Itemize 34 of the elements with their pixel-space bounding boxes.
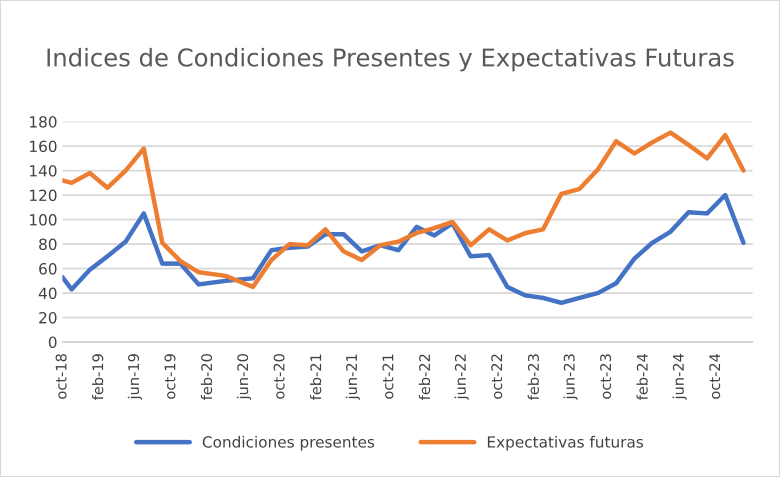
y-tick-label: 100 <box>30 214 57 226</box>
x-tick-label: jun-20 <box>236 354 252 400</box>
x-tick-label: oct-22 <box>491 354 502 399</box>
y-tick-label: 60 <box>39 263 57 275</box>
x-tick-label: oct-20 <box>274 354 285 399</box>
y-tick-label: 180 <box>30 116 57 128</box>
x-tick-label: feb-21 <box>310 354 322 400</box>
x-tick-label: feb-19 <box>92 354 104 400</box>
y-tick-label: 40 <box>38 288 57 300</box>
x-tick-label: jun-22 <box>454 354 469 400</box>
x-tick-label: oct-21 <box>382 354 394 399</box>
x-tick-label: jun-23 <box>563 354 578 400</box>
x-tick-label: oct-24 <box>709 354 720 399</box>
y-tick-label: 80 <box>39 238 57 250</box>
x-tick-label: feb-23 <box>528 354 539 400</box>
legend-label: Condiciones presentes <box>202 436 374 451</box>
x-tick-label: jun-19 <box>128 354 142 400</box>
y-tick-label: 120 <box>30 190 57 202</box>
x-tick-label: feb-22 <box>418 354 430 400</box>
x-tick-label: feb-20 <box>200 354 212 400</box>
x-tick-label: oct-23 <box>600 354 612 399</box>
y-tick-label: 0 <box>48 336 57 348</box>
x-tick-label: jun-24 <box>672 354 687 400</box>
x-tick-label: jun-21 <box>346 354 360 400</box>
x-tick-label: oct-18 <box>56 354 67 399</box>
legend-label: Expectativas futuras <box>488 436 644 451</box>
x-tick-label: feb-24 <box>636 354 648 400</box>
line-series <box>62 192 746 306</box>
x-tick-label: oct-19 <box>164 354 176 399</box>
chart-title: Indices de Condiciones Presentes y Expectativas Futuras <box>48 48 734 72</box>
y-tick-label: 140 <box>30 165 57 177</box>
line-series <box>62 130 746 290</box>
y-tick-label: 20 <box>39 312 57 324</box>
y-tick-label: 160 <box>30 140 57 152</box>
